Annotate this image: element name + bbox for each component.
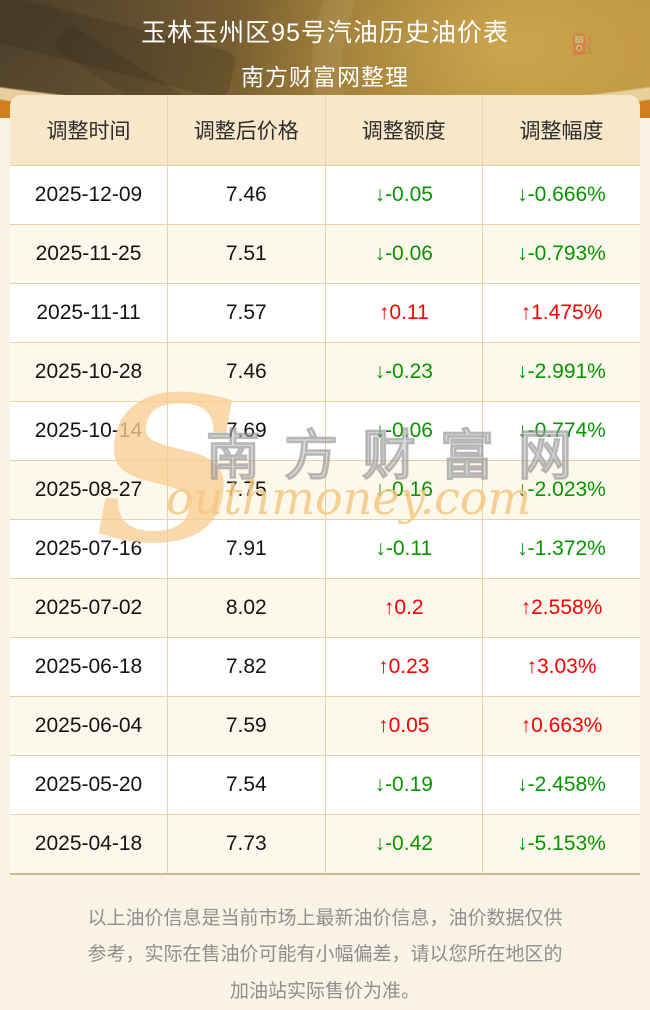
page-title: 玉林玉州区95号汽油历史油价表	[141, 19, 509, 47]
column-header-adjust-time: 调整时间	[10, 95, 168, 166]
cell-date: 2025-11-25	[10, 224, 168, 284]
price-table: 调整时间 调整后价格 调整额度 调整幅度 2025-12-09 7.46 ↓-0.0…	[10, 95, 640, 873]
cell-date: 2025-12-09	[10, 165, 168, 225]
cell-change: ↓-0.11	[325, 519, 483, 579]
column-header-price-after: 调整后价格	[167, 95, 326, 166]
cell-date: 2025-08-27	[10, 460, 168, 520]
cell-price: 7.73	[167, 814, 326, 873]
cell-date: 2025-05-20	[10, 755, 168, 815]
cell-change: ↑0.2	[325, 578, 483, 638]
table-row: 2025-06-18 7.82 ↑0.23 ↑3.03%	[10, 637, 640, 697]
cell-date: 2025-06-18	[10, 637, 168, 697]
cell-percent: ↑0.663%	[482, 696, 640, 756]
cell-price: 7.46	[167, 165, 326, 225]
footer-text: 以上油价信息是当前市场上最新油价信息，油价数据仅供参考，实际在售油价可能有小幅偏…	[87, 908, 563, 1002]
cell-change: ↓-0.42	[325, 814, 483, 873]
page-subtitle: 南方财富网整理	[241, 64, 409, 90]
cell-percent: ↓-1.372%	[482, 519, 640, 579]
cell-percent: ↑2.558%	[482, 578, 640, 638]
cell-date: 2025-06-04	[10, 696, 168, 756]
cell-percent: ↑3.03%	[482, 637, 640, 697]
table-row: 2025-04-18 7.73 ↓-0.42 ↓-5.153%	[10, 814, 640, 873]
cell-date: 2025-11-11	[10, 283, 168, 343]
cell-price: 8.02	[167, 578, 326, 638]
cell-change: ↓-0.06	[325, 401, 483, 461]
cell-change: ↓-0.23	[325, 342, 483, 402]
cell-date: 2025-07-16	[10, 519, 168, 579]
table-row: 2025-08-27 7.75 ↓-0.16 ↓-2.023%	[10, 460, 640, 520]
price-table-card: 调整时间 调整后价格 调整额度 调整幅度 2025-12-09 7.46 ↓-0.0…	[10, 95, 640, 875]
cell-price: 7.75	[167, 460, 326, 520]
cell-price: 7.57	[167, 283, 326, 343]
cell-price: 7.69	[167, 401, 326, 461]
cell-percent: ↓-0.774%	[482, 401, 640, 461]
cell-price: 7.91	[167, 519, 326, 579]
cell-change: ↓-0.05	[325, 165, 483, 225]
cell-change: ↑0.23	[325, 637, 483, 697]
cell-price: 7.82	[167, 637, 326, 697]
cell-change: ↓-0.16	[325, 460, 483, 520]
table-row: 2025-06-04 7.59 ↑0.05 ↑0.663%	[10, 696, 640, 756]
table-row: 2025-11-11 7.57 ↑0.11 ↑1.475%	[10, 283, 640, 343]
table-row: 2025-11-25 7.51 ↓-0.06 ↓-0.793%	[10, 224, 640, 284]
cell-price: 7.46	[167, 342, 326, 402]
cell-percent: ↓-2.991%	[482, 342, 640, 402]
cell-date: 2025-07-02	[10, 578, 168, 638]
cell-change: ↓-0.06	[325, 224, 483, 284]
footer-disclaimer: 以上油价信息是当前市场上最新油价信息，油价数据仅供参考，实际在售油价可能有小幅偏…	[0, 875, 650, 1010]
table-row: 2025-10-28 7.46 ↓-0.23 ↓-2.991%	[10, 342, 640, 402]
column-header-adjust-range: 调整幅度	[482, 95, 640, 166]
table-row: 2025-10-14 7.69 ↓-0.06 ↓-0.774%	[10, 401, 640, 461]
cell-price: 7.51	[167, 224, 326, 284]
cell-percent: ↑1.475%	[482, 283, 640, 343]
cell-percent: ↓-5.153%	[482, 814, 640, 873]
cell-percent: ↓-2.458%	[482, 755, 640, 815]
column-header-adjust-amount: 调整额度	[325, 95, 483, 166]
table-row: 2025-07-16 7.91 ↓-0.11 ↓-1.372%	[10, 519, 640, 579]
price-table-body: 2025-12-09 7.46 ↓-0.05 ↓-0.666% 2025-11-25 7.…	[10, 165, 640, 873]
cell-date: 2025-10-14	[10, 401, 168, 461]
cell-date: 2025-10-28	[10, 342, 168, 402]
cell-price: 7.59	[167, 696, 326, 756]
cell-change: ↓-0.19	[325, 755, 483, 815]
cell-percent: ↓-2.023%	[482, 460, 640, 520]
cell-price: 7.54	[167, 755, 326, 815]
table-header-row: 调整时间 调整后价格 调整额度 调整幅度	[10, 95, 640, 166]
cell-percent: ↓-0.666%	[482, 165, 640, 225]
header-text-block: 玉林玉州区95号汽油历史油价表 南方财富网整理	[0, 0, 650, 92]
cell-date: 2025-04-18	[10, 814, 168, 873]
table-row: 2025-05-20 7.54 ↓-0.19 ↓-2.458%	[10, 755, 640, 815]
cell-change: ↑0.11	[325, 283, 483, 343]
table-row: 2025-07-02 8.02 ↑0.2 ↑2.558%	[10, 578, 640, 638]
cell-change: ↑0.05	[325, 696, 483, 756]
cell-percent: ↓-0.793%	[482, 224, 640, 284]
table-row: 2025-12-09 7.46 ↓-0.05 ↓-0.666%	[10, 165, 640, 225]
